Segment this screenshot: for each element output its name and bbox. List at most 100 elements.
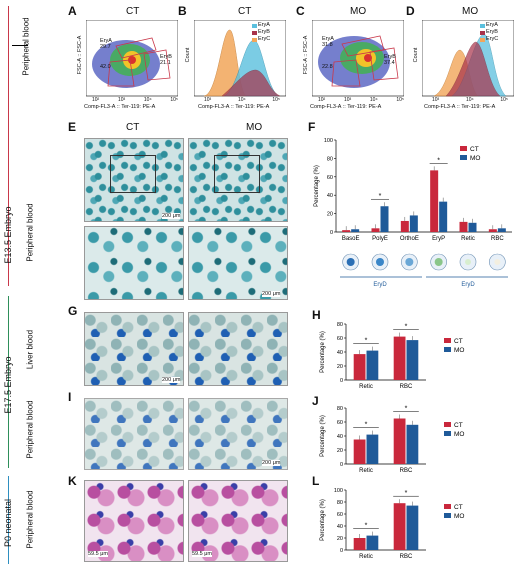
y-tick-label: 40 [327, 193, 333, 199]
bar-ct-rbc [393, 418, 406, 464]
legend-swatch-ct [444, 422, 451, 427]
x-tick-label: RBC [400, 384, 413, 390]
xlabel-D: Comp-FL3-A :: Ter-119: PE-A [424, 104, 496, 110]
legend-swatch-ct [444, 504, 451, 509]
scale-I: 200 μm [262, 460, 281, 466]
legend-swatch-mo [444, 347, 451, 352]
micrograph-K-mo [188, 480, 288, 562]
y-tick-label: 0 [340, 548, 343, 554]
x-tick-label: Retic [359, 468, 373, 474]
micrograph-E-ct [84, 138, 184, 222]
y-tick-label: 0 [340, 462, 343, 468]
x-tick-label: RBC [400, 554, 413, 560]
flow-plot-A [86, 20, 178, 97]
sig-star: * [365, 523, 368, 530]
legend-swatch-mo [444, 431, 451, 436]
bar-mo-orthoe [409, 215, 418, 232]
y-tick-label: 80 [337, 500, 343, 506]
y-tick-label: 60 [337, 420, 343, 426]
bar-mo-polye [380, 206, 389, 232]
gate-C-eryC: 22.8 [322, 64, 333, 70]
panel-label-I: I [68, 390, 72, 404]
side-label-pb4: Peripheral blood [25, 490, 35, 549]
y-tick-label: 20 [337, 536, 343, 542]
micrograph-G-mo [188, 312, 288, 386]
panel-label-G: G [68, 304, 78, 318]
micrograph-I-mo [188, 398, 288, 470]
bar-ct-retic [353, 439, 366, 464]
scale-K-mo: 59.5 μm [192, 551, 212, 557]
bar-mo-rbc [406, 424, 419, 464]
xticks-D: 10³ 10⁴ 10⁵ [432, 97, 508, 103]
bar-ct-basoe [342, 230, 351, 232]
chart-F: 0 20 40 60 80 100 Percentage (%) BasoE PolyE Orth… [314, 138, 512, 288]
gate-C-eryA: EryA 31.8 [322, 36, 334, 48]
legend-swatch-mo [460, 155, 467, 160]
flow-plot-C [312, 20, 404, 97]
cell-nucleus-3 [434, 258, 443, 266]
bar-ct-eryp [430, 170, 439, 232]
chart-J: 0 20 40 60 80 Percentage (%) Retic RBC * * CT MO [320, 406, 464, 475]
legend-label-ct: CT [454, 422, 463, 429]
sig-star: * [365, 422, 368, 429]
y-tick-label: 100 [334, 488, 343, 494]
bar-mo-retic [366, 350, 379, 380]
panel-label-F: F [308, 120, 316, 134]
side-bracket-e135 [8, 6, 9, 286]
zoom-box-ct [110, 155, 156, 193]
arrow-pb1 [12, 45, 28, 46]
micrograph-E-mo-zoom [188, 226, 288, 300]
y-tick-label: 60 [337, 336, 343, 342]
ylabel-C: FSC-A :: FSC-A [303, 35, 309, 75]
side-label-e175: E17.5 Embryo [3, 356, 13, 414]
panel-title-A: CT [126, 6, 140, 17]
panel-label-J: J [312, 394, 319, 408]
gate-A-eryA: EryA 29.7 [100, 38, 112, 50]
bar-mo-retic [468, 222, 477, 232]
x-tick-label: Retic [461, 236, 475, 242]
bar-ct-polye [371, 228, 380, 232]
xticks-C: 10² 10³ 10⁴ 10⁵ [318, 97, 404, 103]
x-tick-label: OrthoE [400, 236, 419, 242]
sig-star: * [405, 324, 408, 331]
gate-A-eryB: EryB 21.1 [160, 54, 172, 66]
y-axis-label: Percentage (%) [314, 165, 320, 207]
side-label-e135: E13.5 Embryo [3, 206, 13, 264]
y-tick-label: 80 [327, 156, 333, 162]
x-tick-label: Retic [359, 554, 373, 560]
xticks-A: 10² 10³ 10⁴ 10⁵ [92, 97, 178, 103]
bar-mo-retic [366, 434, 379, 464]
bar-mo-basoe [351, 229, 360, 232]
bar-mo-eryp [439, 201, 448, 232]
xlabel-A: Comp-FL3-A :: Ter-119: PE-A [84, 104, 156, 110]
panel-label-D: D [406, 4, 415, 18]
panel-label-A: A [68, 4, 77, 18]
side-label-pb3: Peripheral blood [25, 400, 35, 459]
bar-mo-rbc [406, 505, 419, 550]
panel-title-C: MO [350, 6, 367, 17]
y-tick-label: 20 [337, 448, 343, 454]
cell-nucleus-5 [494, 259, 501, 265]
x-tick-label: BasoE [342, 236, 360, 242]
y-axis-label: Percentage (%) [320, 415, 326, 457]
chart-L: 0 20 40 60 80 100 Percentage (%) Retic RBC * * CT MO [320, 488, 464, 560]
y-tick-label: 80 [337, 322, 343, 328]
panel-label-E: E [68, 120, 77, 134]
bar-ct-rbc [393, 336, 406, 380]
legend-swatch-ct [460, 146, 467, 151]
legend-label-mo: MO [454, 347, 464, 354]
x-tick-label: RBC [400, 468, 413, 474]
bar-ct-retic [353, 538, 366, 550]
legend-D: EryA EryB EryC [486, 22, 499, 42]
sig-star: * [437, 157, 440, 164]
bar-mo-rbc [497, 228, 506, 232]
side-label-liver: Liver blood [25, 329, 35, 370]
legend-label-mo: MO [454, 431, 464, 438]
legend-swatch-mo [444, 513, 451, 518]
scale-E-bottom: 200 μm [262, 291, 281, 297]
legend-label-ct: CT [454, 338, 463, 345]
panel-label-H: H [312, 308, 321, 322]
col-title-mo: MO [246, 122, 263, 133]
legend-label-mo: MO [470, 155, 480, 162]
micrograph-E-ct-zoom [84, 226, 184, 300]
